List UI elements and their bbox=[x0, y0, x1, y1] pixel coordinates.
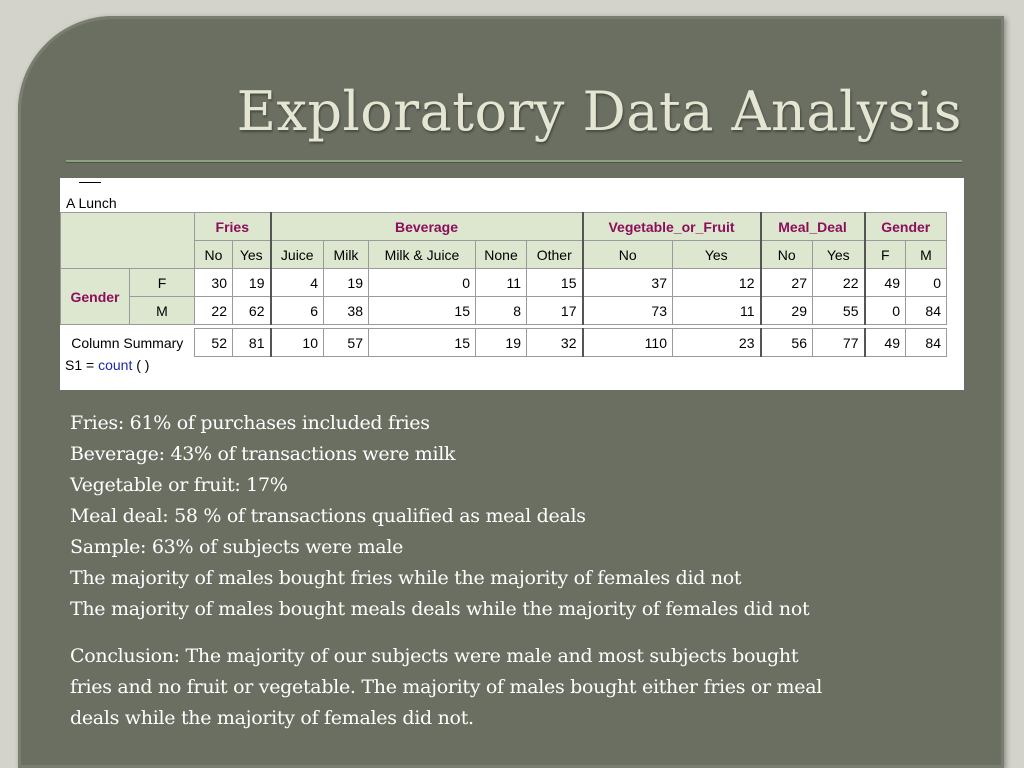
summary-cell: 49 bbox=[863, 328, 906, 357]
group-header-vegetable-or-fruit: Vegetable_or_Fruit bbox=[581, 212, 761, 241]
column-header: Other bbox=[526, 240, 583, 269]
summary-cell: 52 bbox=[194, 328, 233, 357]
slide-title: Exploratory Data Analysis bbox=[236, 80, 962, 143]
table-cell: 37 bbox=[581, 268, 673, 297]
table-cell: 30 bbox=[194, 268, 233, 297]
table-row: Gender F 30 19 4 19 0 11 15 37 12 27 22 49 0 bbox=[60, 268, 947, 325]
table-cell: 15 bbox=[368, 296, 476, 325]
slide-frame bbox=[18, 16, 1004, 768]
table-row: M 22 62 6 38 15 8 17 73 11 29 55 0 84 bbox=[61, 296, 947, 325]
summary-cell: 15 bbox=[368, 328, 476, 357]
table-cell: 84 bbox=[905, 296, 947, 325]
group-header-row: Fries Beverage Vegetable_or_Fruit Meal_D… bbox=[60, 212, 947, 269]
summary-cell: 77 bbox=[812, 328, 865, 357]
statistics-table-panel: A Lunch Fries Beverage Vegetable_or_Frui… bbox=[60, 178, 964, 390]
conclusion-text: Conclusion: The majority of our subjects… bbox=[70, 645, 823, 729]
column-header: M bbox=[905, 240, 947, 269]
summary-cell: 23 bbox=[672, 328, 761, 357]
column-header: Milk & Juice bbox=[368, 240, 476, 269]
group-header-beverage: Beverage bbox=[269, 212, 583, 241]
table-cell: 0 bbox=[368, 268, 476, 297]
column-header: None bbox=[475, 240, 527, 269]
table-cell: 11 bbox=[672, 296, 761, 325]
column-header: Yes bbox=[812, 240, 865, 269]
table-cell: 17 bbox=[526, 296, 583, 325]
column-header: F bbox=[863, 240, 906, 269]
table-cell: 22 bbox=[812, 268, 865, 297]
table-cell: 38 bbox=[323, 296, 369, 325]
table-caption: A Lunch bbox=[66, 195, 117, 211]
row-group-label: Gender bbox=[60, 268, 130, 325]
summary-cell: 84 bbox=[905, 328, 947, 357]
table-cell: 4 bbox=[269, 268, 324, 297]
group-header-fries: Fries bbox=[194, 212, 271, 241]
table-cell: 62 bbox=[232, 296, 271, 325]
column-header: No bbox=[581, 240, 673, 269]
table-cell: 8 bbox=[475, 296, 527, 325]
table-cell: 29 bbox=[759, 296, 813, 325]
formula-function: count bbox=[98, 357, 133, 373]
finding-line: Meal deal: 58 % of transactions qualifie… bbox=[70, 505, 586, 527]
finding-line: Sample: 63% of subjects were male bbox=[70, 536, 404, 558]
table-cell: 12 bbox=[672, 268, 761, 297]
column-header: No bbox=[194, 240, 233, 269]
table-cell: 11 bbox=[475, 268, 527, 297]
table-cell: 22 bbox=[194, 296, 233, 325]
finding-line: Vegetable or fruit: 17% bbox=[70, 474, 288, 496]
table-cell: 6 bbox=[269, 296, 324, 325]
title-divider bbox=[66, 160, 962, 163]
group-header-meal-deal: Meal_Deal bbox=[759, 212, 865, 241]
formula-suffix: ( ) bbox=[132, 357, 150, 373]
summary-cell: 56 bbox=[759, 328, 813, 357]
finding-line: Fries: 61% of purchases included fries bbox=[70, 412, 430, 434]
column-header: Yes bbox=[672, 240, 761, 269]
table-cell: 0 bbox=[863, 296, 906, 325]
panel-dash bbox=[79, 182, 101, 183]
summary-row: Column Summary 52 81 10 57 15 19 32 110 23 56 77 49 8… bbox=[61, 328, 947, 357]
summary-cell: 32 bbox=[526, 328, 583, 357]
column-header: Juice bbox=[269, 240, 324, 269]
finding-line: The majority of males bought meals deals… bbox=[70, 598, 810, 620]
summary-cell: 81 bbox=[232, 328, 271, 357]
table-cell: 27 bbox=[759, 268, 813, 297]
formula-line: S1 = count ( ) bbox=[65, 357, 149, 373]
column-header-row: No Yes Juice Milk Milk & Juice None Other No Yes… bbox=[61, 240, 947, 269]
finding-line: The majority of males bought fries while… bbox=[70, 567, 742, 589]
summary-cell: 57 bbox=[323, 328, 369, 357]
formula-prefix: S1 = bbox=[65, 357, 99, 373]
column-header: Milk bbox=[323, 240, 369, 269]
table-cell: 19 bbox=[323, 268, 369, 297]
table-cell: 49 bbox=[863, 268, 906, 297]
row-label: M bbox=[129, 296, 195, 325]
table-cell: 55 bbox=[812, 296, 865, 325]
summary-cell: 10 bbox=[269, 328, 324, 357]
table-corner bbox=[60, 212, 195, 269]
column-header: No bbox=[759, 240, 813, 269]
contingency-table: Fries Beverage Vegetable_or_Fruit Meal_D… bbox=[60, 212, 947, 357]
summary-cell: 19 bbox=[475, 328, 527, 357]
finding-line: Beverage: 43% of transactions were milk bbox=[70, 443, 456, 465]
summary-cell: 110 bbox=[581, 328, 673, 357]
summary-label: Column Summary bbox=[71, 334, 184, 351]
table-cell: 73 bbox=[581, 296, 673, 325]
group-header-gender: Gender bbox=[863, 212, 947, 241]
row-label: F bbox=[129, 268, 195, 297]
table-cell: 0 bbox=[905, 268, 947, 297]
table-cell: 19 bbox=[232, 268, 271, 297]
table-cell: 15 bbox=[526, 268, 583, 297]
column-header: Yes bbox=[232, 240, 271, 269]
findings-list: Fries: 61% of purchases included fries B… bbox=[70, 408, 810, 625]
